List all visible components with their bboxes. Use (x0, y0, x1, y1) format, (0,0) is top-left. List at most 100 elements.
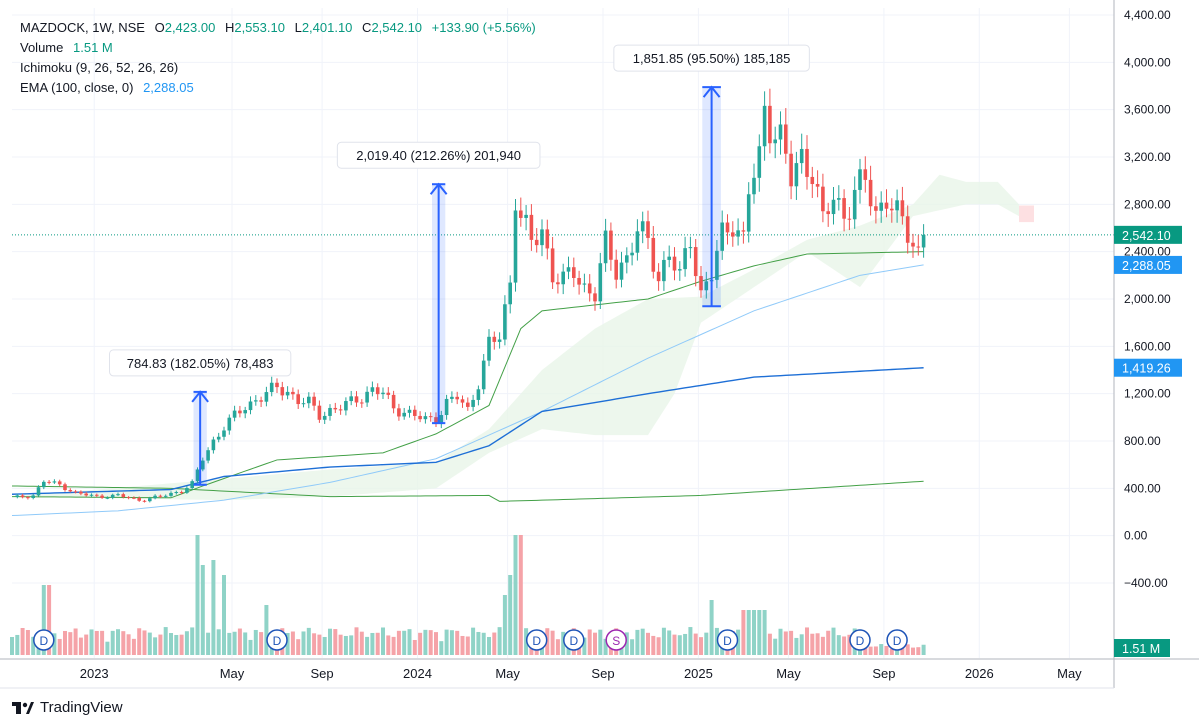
volume-bar (635, 629, 640, 655)
volume-bar (778, 628, 783, 655)
candle-body (678, 269, 682, 271)
event-circle (716, 629, 739, 651)
candle-body (222, 430, 226, 437)
volume-bar (25, 630, 30, 655)
volume-bar (455, 630, 460, 655)
candle-body (301, 403, 306, 405)
candle-body (757, 146, 762, 178)
candle-body (900, 200, 905, 217)
volume-bar (317, 634, 322, 655)
volume-bar (741, 610, 746, 655)
candle-body (439, 415, 444, 425)
volume-bar (449, 630, 454, 655)
volume-bar (216, 629, 221, 655)
volume-bar (736, 629, 741, 655)
volume-bar (195, 535, 200, 655)
candle-body (42, 481, 46, 488)
event-circle (605, 629, 627, 651)
candle-body (338, 409, 343, 411)
volume-bar (206, 632, 211, 655)
candle-body (269, 382, 274, 393)
high-label: H (224, 20, 235, 35)
ema-row[interactable]: EMA (100, close, 0) 2,288.05 (20, 78, 536, 98)
volume-bar (794, 637, 799, 655)
volume-bar (709, 600, 714, 655)
candle-body (746, 194, 751, 232)
candle-body (736, 230, 740, 237)
volume-row[interactable]: Volume 1.51 M (20, 38, 536, 58)
volume-bar (582, 637, 587, 655)
y-tick-label: 3,600.00 (1124, 103, 1171, 117)
candle-body (609, 230, 613, 260)
y-tick-label: 1,600.00 (1124, 339, 1171, 353)
candle-body (142, 500, 147, 502)
candle-body (662, 259, 666, 282)
volume-bar (773, 638, 778, 655)
volume-bar (47, 585, 52, 655)
symbol-title[interactable]: MAZDOCK, 1W, NSE (20, 20, 145, 35)
candle-body (73, 491, 78, 493)
candle-body (534, 239, 539, 246)
chart-grid (12, 8, 1114, 658)
volume-bar (593, 632, 597, 655)
volume-bar (587, 629, 592, 655)
candle-body (31, 495, 35, 499)
candle-body (651, 237, 656, 272)
event-letter: D (893, 634, 902, 648)
candle-body (916, 246, 921, 248)
ichimoku-row[interactable]: Ichimoku (9, 26, 52, 26, 26) (20, 58, 536, 78)
candle-body (630, 252, 634, 256)
volume-bar (868, 646, 873, 655)
price-label-bg (1114, 225, 1182, 244)
measure-arrowhead (191, 390, 209, 403)
volume-bar (78, 637, 83, 655)
volume-bar (158, 634, 163, 655)
volume-bar (598, 629, 603, 655)
candle-body (121, 494, 126, 498)
candle-body (842, 198, 846, 219)
volume-bar (301, 631, 306, 655)
price-label-bg (1114, 255, 1182, 274)
volume-bar (905, 644, 910, 655)
candle-body (280, 387, 285, 396)
x-tick-label: May (776, 666, 801, 681)
volume-bar (31, 636, 36, 655)
measure-arrowhead (429, 182, 448, 195)
volume-bar (174, 634, 179, 655)
volume-bar (836, 635, 841, 655)
candle-body (693, 247, 698, 277)
volume-bar (810, 633, 815, 655)
volume-bar (349, 635, 354, 655)
volume-bar (460, 635, 465, 655)
low-value: 2,401.10 (301, 20, 353, 35)
candle-body (211, 439, 216, 451)
candle-body (179, 491, 184, 493)
tradingview-footer[interactable]: TradingView (12, 699, 123, 716)
measure-label: 1,851.85 (95.50%) 185,185 (613, 44, 810, 72)
candle-body (317, 405, 322, 420)
candle-body (471, 399, 475, 407)
ema-line (11, 264, 924, 517)
volume-bar (169, 633, 173, 655)
candle-body (603, 230, 608, 264)
candle-body (89, 494, 94, 496)
candle-body (487, 336, 491, 361)
volume-bar (497, 627, 502, 655)
candle-body (503, 304, 507, 340)
volume-bar (222, 575, 226, 655)
measure-label-box (336, 141, 541, 169)
candle-body (593, 293, 597, 302)
candle-body (768, 105, 772, 144)
split-marker: S (605, 629, 627, 651)
candle-body (158, 495, 163, 497)
candle-body (852, 189, 857, 220)
volume-bar (264, 605, 269, 655)
volume-bar (84, 634, 89, 655)
x-tick-label: Sep (311, 666, 334, 681)
volume-bar (343, 635, 348, 655)
candle-body (466, 402, 470, 407)
cloud-red-segment (1019, 205, 1034, 223)
volume-bar (656, 637, 661, 655)
candle-body (360, 402, 364, 404)
